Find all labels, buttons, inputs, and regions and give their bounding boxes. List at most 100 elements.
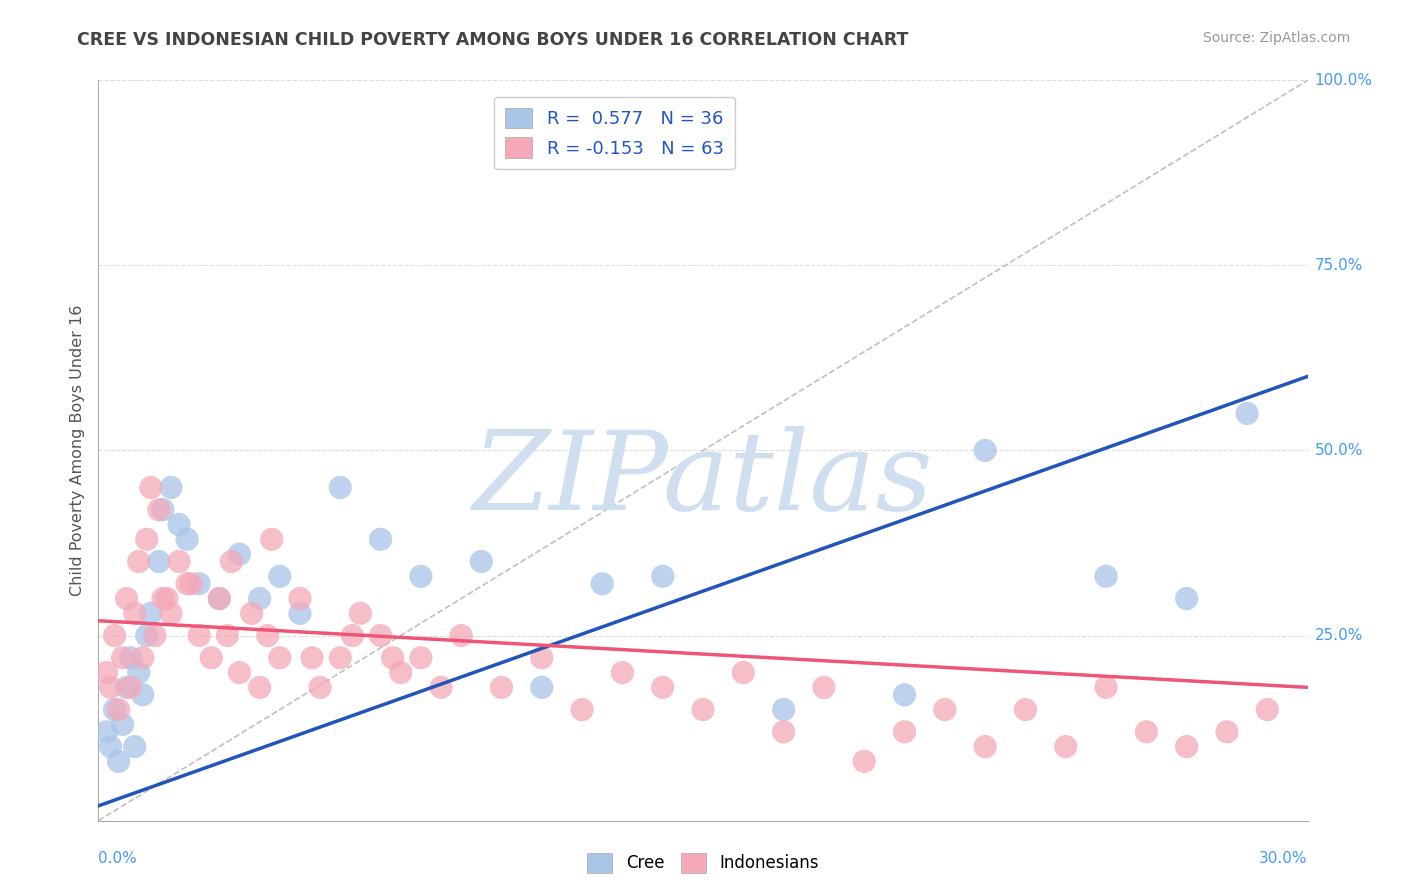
Point — [148, 502, 170, 516]
Point — [530, 681, 553, 695]
Point — [813, 681, 835, 695]
Point — [152, 502, 174, 516]
Text: CREE VS INDONESIAN CHILD POVERTY AMONG BOYS UNDER 16 CORRELATION CHART: CREE VS INDONESIAN CHILD POVERTY AMONG B… — [77, 31, 908, 49]
Point — [1054, 739, 1077, 754]
Point — [148, 555, 170, 569]
Point — [692, 703, 714, 717]
Point — [120, 650, 142, 665]
Point — [208, 591, 231, 606]
Point — [188, 576, 211, 591]
Point — [260, 533, 283, 547]
Point — [651, 681, 673, 695]
Point — [128, 665, 150, 680]
Point — [1135, 724, 1157, 739]
Point — [160, 481, 183, 495]
Point — [200, 650, 222, 665]
Point — [974, 739, 997, 754]
Point — [180, 576, 202, 591]
Point — [853, 755, 876, 769]
Point — [132, 650, 155, 665]
Point — [120, 681, 142, 695]
Point — [107, 703, 129, 717]
Point — [228, 665, 250, 680]
Y-axis label: Child Poverty Among Boys Under 16: Child Poverty Among Boys Under 16 — [69, 305, 84, 596]
Point — [132, 688, 155, 702]
Text: ZIPatlas: ZIPatlas — [472, 426, 934, 533]
Point — [349, 607, 371, 621]
Legend: R =  0.577   N = 36, R = -0.153   N = 63: R = 0.577 N = 36, R = -0.153 N = 63 — [495, 96, 734, 169]
Point — [111, 717, 134, 731]
Point — [128, 555, 150, 569]
Point — [176, 576, 198, 591]
Point — [228, 547, 250, 561]
Point — [1256, 703, 1278, 717]
Point — [470, 555, 492, 569]
Point — [124, 739, 146, 754]
Point — [143, 628, 166, 642]
Point — [342, 628, 364, 642]
Point — [381, 650, 404, 665]
Point — [249, 591, 271, 606]
Point — [139, 481, 162, 495]
Point — [301, 650, 323, 665]
Point — [288, 607, 311, 621]
Point — [329, 650, 352, 665]
Point — [893, 724, 915, 739]
Point — [1175, 591, 1198, 606]
Text: 25.0%: 25.0% — [1315, 628, 1362, 643]
Point — [217, 628, 239, 642]
Point — [772, 724, 794, 739]
Point — [240, 607, 263, 621]
Point — [651, 569, 673, 583]
Point — [450, 628, 472, 642]
Point — [1216, 724, 1239, 739]
Point — [188, 628, 211, 642]
Text: 0.0%: 0.0% — [98, 851, 138, 866]
Point — [491, 681, 513, 695]
Point — [107, 755, 129, 769]
Point — [100, 739, 122, 754]
Point — [103, 703, 125, 717]
Point — [370, 533, 392, 547]
Point — [430, 681, 453, 695]
Point — [100, 681, 122, 695]
Point — [256, 628, 278, 642]
Point — [1014, 703, 1036, 717]
Point — [111, 650, 134, 665]
Point — [974, 443, 997, 458]
Point — [115, 591, 138, 606]
Point — [167, 555, 190, 569]
Point — [733, 665, 755, 680]
Point — [160, 607, 183, 621]
Point — [115, 681, 138, 695]
Point — [152, 591, 174, 606]
Point — [329, 481, 352, 495]
Point — [221, 555, 243, 569]
Point — [167, 517, 190, 532]
Point — [156, 591, 179, 606]
Point — [139, 607, 162, 621]
Point — [96, 665, 118, 680]
Point — [591, 576, 613, 591]
Point — [176, 533, 198, 547]
Point — [1095, 569, 1118, 583]
Point — [96, 724, 118, 739]
Point — [389, 665, 412, 680]
Text: 50.0%: 50.0% — [1315, 443, 1362, 458]
Point — [571, 703, 593, 717]
Point — [135, 628, 157, 642]
Point — [135, 533, 157, 547]
Point — [772, 703, 794, 717]
Point — [208, 591, 231, 606]
Point — [612, 665, 634, 680]
Point — [288, 591, 311, 606]
Text: 75.0%: 75.0% — [1315, 258, 1362, 273]
Point — [370, 628, 392, 642]
Point — [409, 569, 432, 583]
Point — [124, 607, 146, 621]
Point — [249, 681, 271, 695]
Point — [269, 569, 291, 583]
Point — [1236, 407, 1258, 421]
Legend: Cree, Indonesians: Cree, Indonesians — [581, 847, 825, 880]
Point — [934, 703, 956, 717]
